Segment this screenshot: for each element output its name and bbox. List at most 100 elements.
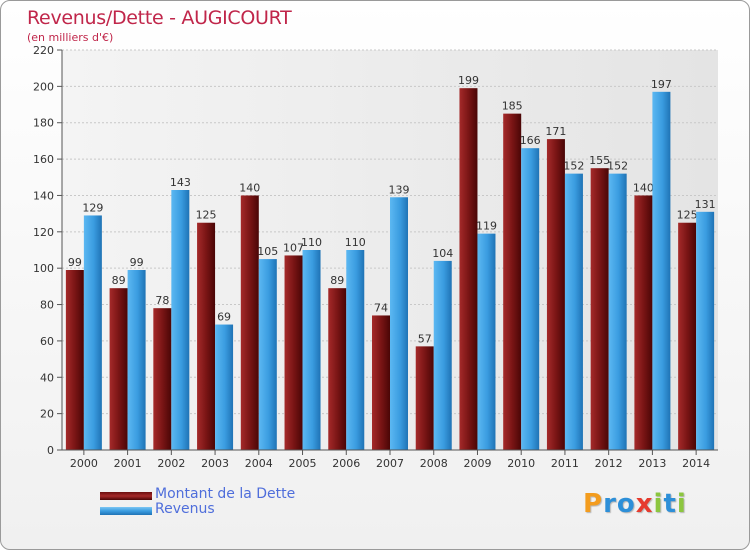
data-label-revenus: 131 — [695, 198, 716, 211]
bar-dette — [634, 195, 653, 450]
legend-swatch-dette — [100, 492, 152, 500]
bar-revenus — [302, 250, 321, 450]
logo-letter: o — [616, 489, 636, 519]
x-tick-label: 2013 — [638, 457, 666, 470]
data-label-dette: 185 — [502, 100, 523, 113]
y-tick-label: 180 — [33, 117, 54, 130]
legend-swatch-revenus — [100, 507, 152, 515]
y-tick-label: 160 — [33, 153, 54, 166]
data-label-dette: 125 — [196, 209, 217, 222]
y-tick-label: 200 — [33, 80, 54, 93]
logo-letter: i — [676, 489, 687, 519]
bar-revenus — [652, 91, 671, 451]
bar-dette — [240, 195, 259, 450]
chart-title: Revenus/Dette - AUGICOURT — [27, 7, 292, 29]
data-label-dette: 155 — [589, 154, 610, 167]
bar-dette — [415, 346, 434, 450]
bar-dette — [65, 270, 84, 450]
bar-revenus — [127, 270, 146, 450]
x-tick-label: 2004 — [245, 457, 273, 470]
y-tick-label: 60 — [40, 335, 54, 348]
logo-letter: P — [583, 489, 604, 519]
bar-revenus — [258, 259, 277, 450]
data-label-revenus: 99 — [130, 256, 144, 269]
x-tick-label: 2005 — [289, 457, 317, 470]
x-tick-label: 2014 — [682, 457, 710, 470]
logo-letter: t — [663, 489, 677, 519]
data-label-revenus: 104 — [432, 247, 453, 260]
y-tick-label: 80 — [40, 299, 54, 312]
bar-dette — [590, 168, 609, 450]
data-label-dette: 89 — [112, 274, 126, 287]
data-label-revenus: 105 — [257, 245, 278, 258]
bar-dette — [678, 222, 697, 450]
data-label-dette: 78 — [155, 294, 169, 307]
data-label-dette: 89 — [330, 274, 344, 287]
x-tick-label: 2002 — [157, 457, 185, 470]
bar-revenus — [564, 173, 583, 451]
y-tick-label: 220 — [33, 44, 54, 57]
bar-revenus — [477, 233, 496, 450]
y-tick-label: 140 — [33, 189, 54, 202]
data-label-revenus: 152 — [563, 160, 584, 173]
data-label-revenus: 139 — [389, 183, 410, 196]
data-label-dette: 107 — [283, 241, 304, 254]
bar-dette — [109, 288, 128, 450]
x-tick-label: 2007 — [376, 457, 404, 470]
data-label-revenus: 129 — [82, 201, 103, 214]
y-tick-label: 40 — [40, 371, 54, 384]
data-label-revenus: 152 — [607, 160, 628, 173]
bar-revenus — [390, 197, 408, 450]
data-label-dette: 140 — [239, 181, 260, 194]
logo-letter: x — [635, 489, 654, 519]
y-tick-label: 0 — [47, 444, 54, 457]
bar-dette — [546, 139, 565, 450]
data-label-revenus: 166 — [520, 134, 541, 147]
bar-dette — [284, 255, 303, 450]
data-label-revenus: 69 — [217, 311, 231, 324]
x-tick-label: 2001 — [114, 457, 142, 470]
data-label-dette: 99 — [68, 256, 82, 269]
bar-revenus — [215, 324, 234, 450]
x-tick-label: 2009 — [463, 457, 491, 470]
bar-revenus — [433, 260, 452, 450]
bar-dette — [153, 308, 172, 450]
bar-revenus — [171, 190, 190, 450]
x-tick-label: 2000 — [70, 457, 98, 470]
x-tick-label: 2006 — [332, 457, 360, 470]
x-tick-label: 2008 — [420, 457, 448, 470]
chart-subtitle: (en milliers d'€) — [27, 31, 114, 44]
data-label-dette: 74 — [374, 301, 388, 314]
y-tick-label: 20 — [40, 408, 54, 421]
bar-dette — [328, 288, 347, 450]
data-label-revenus: 143 — [170, 176, 191, 189]
data-label-revenus: 110 — [345, 236, 366, 249]
bar-dette — [503, 113, 522, 451]
bar-revenus — [521, 148, 540, 450]
bar-revenus — [346, 250, 365, 450]
legend-label-revenus: Revenus — [155, 501, 215, 517]
data-label-dette: 125 — [677, 209, 698, 222]
legend-label-dette: Montant de la Dette — [155, 486, 296, 502]
x-tick-label: 2011 — [551, 457, 579, 470]
data-label-dette: 171 — [545, 125, 566, 138]
bar-revenus — [83, 215, 102, 450]
bar-revenus — [696, 211, 715, 450]
x-tick-label: 2012 — [595, 457, 623, 470]
data-label-dette: 140 — [633, 181, 654, 194]
data-label-revenus: 119 — [476, 220, 497, 233]
bar-dette — [459, 88, 478, 450]
data-label-dette: 199 — [458, 74, 479, 87]
bar-dette — [372, 315, 390, 450]
y-tick-label: 120 — [33, 226, 54, 239]
logo-letter: i — [653, 489, 664, 519]
logo-letter: r — [603, 489, 617, 519]
y-tick-label: 100 — [33, 262, 54, 275]
x-tick-label: 2003 — [201, 457, 229, 470]
bar-revenus — [608, 173, 627, 451]
data-label-dette: 57 — [418, 332, 432, 345]
proxiti-logo: Proxiti — [583, 489, 687, 519]
bar-dette — [197, 222, 216, 450]
x-tick-label: 2010 — [507, 457, 535, 470]
